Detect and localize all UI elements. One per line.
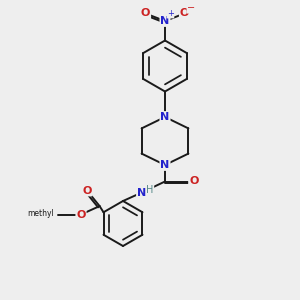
- Text: O: O: [189, 176, 199, 187]
- Text: O: O: [82, 185, 92, 196]
- Text: O: O: [180, 8, 189, 19]
- Text: N: N: [137, 188, 146, 198]
- Text: O: O: [141, 8, 150, 19]
- Text: N: N: [160, 160, 169, 170]
- Text: N: N: [160, 16, 169, 26]
- Text: O: O: [76, 209, 86, 220]
- Text: H: H: [146, 185, 154, 195]
- Text: N: N: [160, 112, 169, 122]
- Text: +: +: [167, 9, 174, 18]
- Text: −: −: [187, 3, 195, 13]
- Text: methyl: methyl: [27, 209, 54, 218]
